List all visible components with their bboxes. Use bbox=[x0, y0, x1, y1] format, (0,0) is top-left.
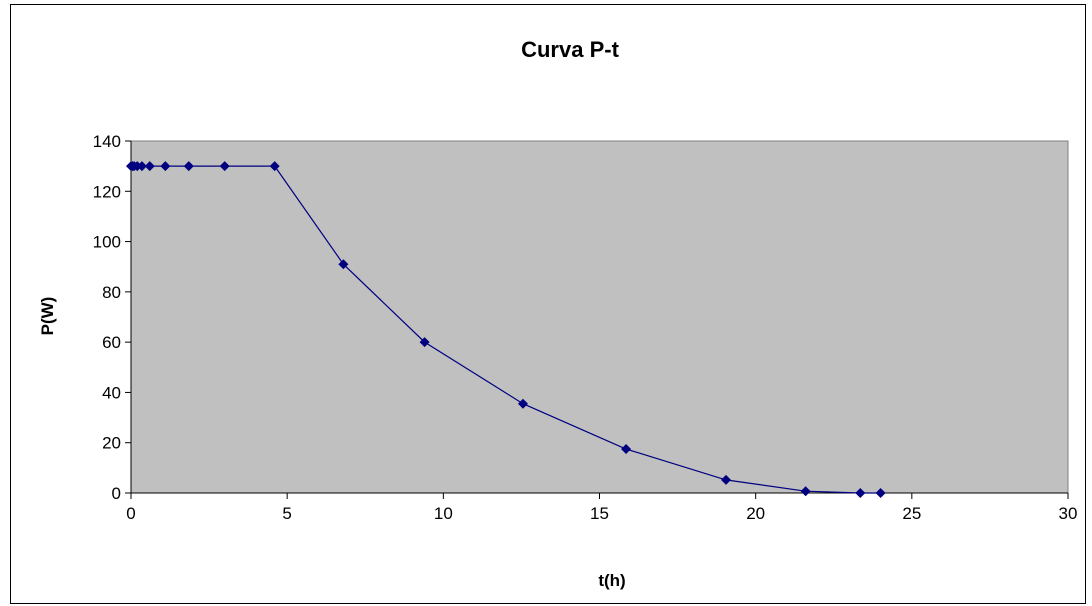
y-tick-label: 20 bbox=[102, 434, 121, 453]
series-layer bbox=[126, 161, 886, 498]
data-point bbox=[219, 161, 230, 172]
data-point bbox=[875, 488, 886, 498]
data-point bbox=[517, 398, 528, 409]
data-point bbox=[800, 486, 811, 497]
x-axis-title: t(h) bbox=[598, 571, 625, 590]
y-tick-label: 40 bbox=[102, 383, 121, 402]
data-point bbox=[855, 488, 866, 498]
data-point bbox=[621, 444, 632, 454]
plot-background bbox=[130, 140, 1069, 494]
data-point bbox=[183, 161, 194, 172]
plot-area bbox=[130, 140, 1069, 494]
y-tick-label: 0 bbox=[112, 484, 121, 503]
data-point bbox=[136, 161, 147, 172]
data-point bbox=[144, 161, 155, 172]
x-tick-label: 5 bbox=[282, 504, 291, 523]
x-tick-label: 10 bbox=[434, 504, 453, 523]
p-t-chart: Curva P-t 0 20 40 60 80 100 120 140 0 5 10 15 20 25 30… bbox=[38, 37, 1078, 590]
y-tick-label: 100 bbox=[93, 233, 121, 252]
y-tick-label: 140 bbox=[93, 132, 121, 151]
data-point bbox=[720, 474, 731, 485]
data-point bbox=[338, 259, 349, 270]
data-point bbox=[160, 161, 171, 172]
y-tick-label: 80 bbox=[102, 283, 121, 302]
y-tick-label: 60 bbox=[102, 333, 121, 352]
x-tick-label: 15 bbox=[590, 504, 609, 523]
x-tick-label: 25 bbox=[902, 504, 921, 523]
axes: 0 20 40 60 80 100 120 140 0 5 10 15 20 25 30 bbox=[93, 132, 1078, 523]
x-tick-label: 30 bbox=[1059, 504, 1078, 523]
chart-title: Curva P-t bbox=[521, 37, 619, 62]
y-axis-title: P(W) bbox=[38, 297, 57, 336]
chart-frame: Curva P-t 0 20 40 60 80 100 120 140 0 5 10 15 20 25 30… bbox=[10, 4, 1086, 604]
data-point bbox=[419, 337, 430, 348]
data-point bbox=[269, 161, 280, 172]
x-tick-label: 20 bbox=[746, 504, 765, 523]
x-tick-label: 0 bbox=[126, 504, 135, 523]
y-tick-label: 120 bbox=[93, 182, 121, 201]
